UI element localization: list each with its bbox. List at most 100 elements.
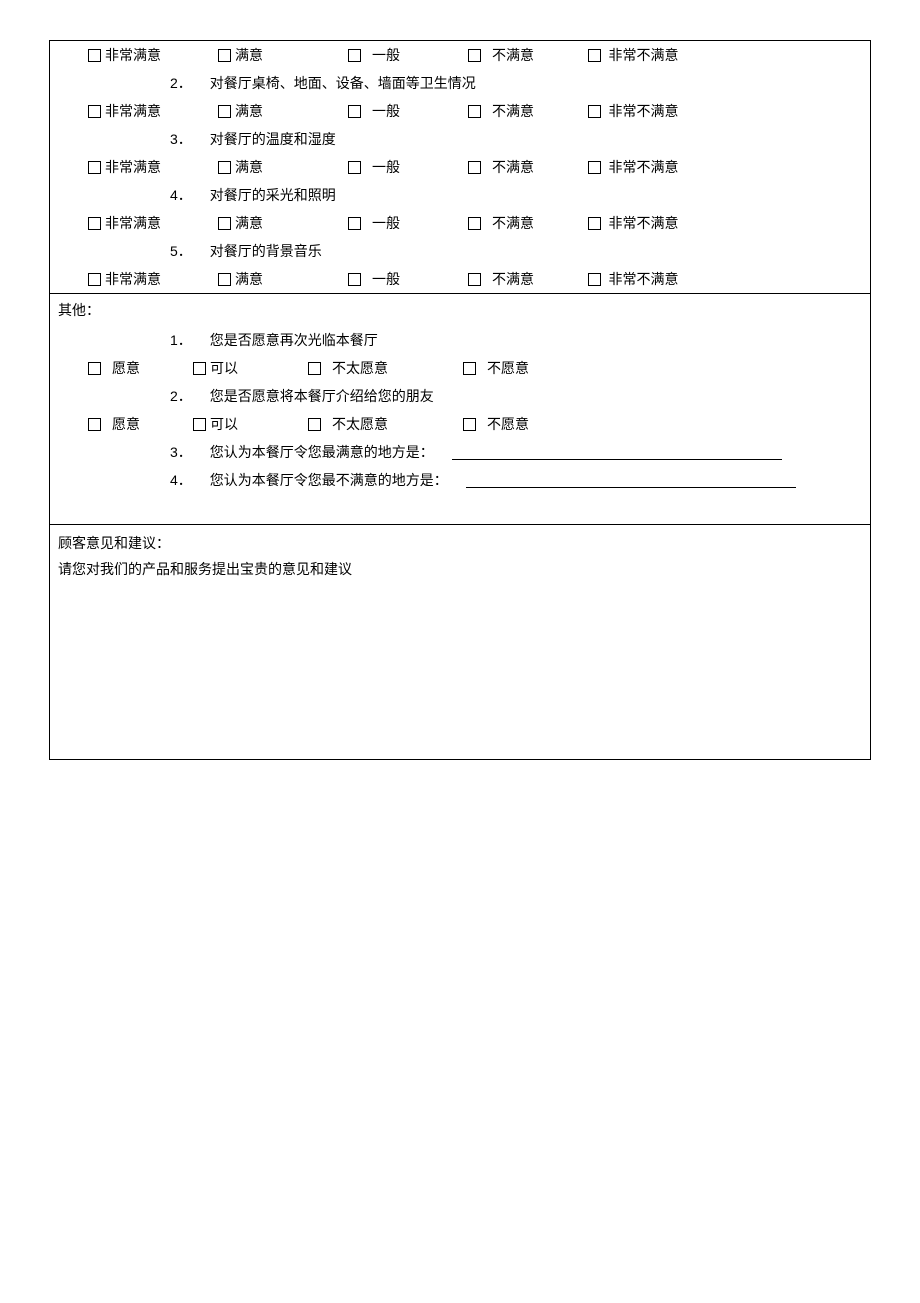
option-neutral[interactable]: 一般 <box>348 157 468 177</box>
option-label: 不愿意 <box>487 358 529 378</box>
checkbox-icon <box>218 49 231 62</box>
question-text: 对餐厅的采光和照明 <box>210 185 336 205</box>
option-label: 一般 <box>372 101 400 121</box>
question-env-4: 4． 对餐厅的采光和照明 <box>50 181 870 209</box>
checkbox-icon <box>588 161 601 174</box>
option-satisfied[interactable]: 满意 <box>218 213 348 233</box>
option-dissatisfied[interactable]: 不满意 <box>468 101 588 121</box>
option-not-willing[interactable]: 不愿意 <box>463 414 583 434</box>
option-very-satisfied[interactable]: 非常满意 <box>60 101 218 121</box>
checkbox-icon <box>88 105 101 118</box>
option-label: 一般 <box>372 157 400 177</box>
question-text: 您是否愿意将本餐厅介绍给您的朋友 <box>210 386 434 406</box>
option-label: 一般 <box>372 45 400 65</box>
option-label: 不愿意 <box>487 414 529 434</box>
option-ok[interactable]: 可以 <box>193 414 308 434</box>
rating-row-env-3: 非常满意 满意 一般 不满意 非常不满意 <box>50 153 870 181</box>
checkbox-icon <box>348 105 361 118</box>
option-very-satisfied[interactable]: 非常满意 <box>60 45 218 65</box>
rating-row-env-4: 非常满意 满意 一般 不满意 非常不满意 <box>50 209 870 237</box>
option-very-dissatisfied[interactable]: 非常不满意 <box>588 157 738 177</box>
option-label: 满意 <box>235 213 263 233</box>
checkbox-icon <box>88 161 101 174</box>
question-number: 5． <box>170 241 192 261</box>
question-text: 对餐厅的背景音乐 <box>210 241 322 261</box>
checkbox-icon <box>193 418 206 431</box>
question-number: 4． <box>170 470 192 490</box>
option-label: 满意 <box>235 157 263 177</box>
checkbox-icon <box>463 418 476 431</box>
checkbox-icon <box>468 273 481 286</box>
checkbox-icon <box>463 362 476 375</box>
option-not-very-willing[interactable]: 不太愿意 <box>308 414 463 434</box>
option-neutral[interactable]: 一般 <box>348 269 468 289</box>
option-dissatisfied[interactable]: 不满意 <box>468 213 588 233</box>
checkbox-icon <box>348 161 361 174</box>
option-label: 愿意 <box>112 358 140 378</box>
feedback-prompt: 请您对我们的产品和服务提出宝贵的意见和建议 <box>58 559 862 579</box>
option-label: 满意 <box>235 101 263 121</box>
question-number: 2． <box>170 386 192 406</box>
option-satisfied[interactable]: 满意 <box>218 45 348 65</box>
option-label: 可以 <box>210 358 238 378</box>
option-label: 愿意 <box>112 414 140 434</box>
option-label: 一般 <box>372 213 400 233</box>
checkbox-icon <box>348 49 361 62</box>
question-other-4: 4． 您认为本餐厅令您最不满意的地方是： <box>50 466 870 494</box>
option-label: 不满意 <box>492 45 534 65</box>
option-willing[interactable]: 愿意 <box>60 414 193 434</box>
checkbox-icon <box>588 105 601 118</box>
fill-in-blank-satisfied[interactable] <box>452 445 782 460</box>
question-other-1: 1． 您是否愿意再次光临本餐厅 <box>50 326 870 354</box>
rating-row-env-5: 非常满意 满意 一般 不满意 非常不满意 <box>50 265 870 293</box>
rating-row-env-1: 非常满意 满意 一般 不满意 非常不满意 <box>50 41 870 69</box>
question-number: 2． <box>170 73 192 93</box>
option-label: 非常满意 <box>105 269 161 289</box>
question-text: 对餐厅桌椅、地面、设备、墙面等卫生情况 <box>210 73 476 93</box>
option-neutral[interactable]: 一般 <box>348 101 468 121</box>
option-dissatisfied[interactable]: 不满意 <box>468 157 588 177</box>
option-not-willing[interactable]: 不愿意 <box>463 358 583 378</box>
option-satisfied[interactable]: 满意 <box>218 157 348 177</box>
option-label: 非常不满意 <box>609 213 679 233</box>
option-ok[interactable]: 可以 <box>193 358 308 378</box>
question-text: 您认为本餐厅令您最不满意的地方是： <box>210 470 448 490</box>
checkbox-icon <box>88 49 101 62</box>
option-neutral[interactable]: 一般 <box>348 213 468 233</box>
option-very-dissatisfied[interactable]: 非常不满意 <box>588 45 738 65</box>
option-label: 非常满意 <box>105 101 161 121</box>
option-very-dissatisfied[interactable]: 非常不满意 <box>588 101 738 121</box>
option-label: 非常不满意 <box>609 45 679 65</box>
option-label: 非常满意 <box>105 157 161 177</box>
checkbox-icon <box>308 362 321 375</box>
option-neutral[interactable]: 一般 <box>348 45 468 65</box>
option-very-dissatisfied[interactable]: 非常不满意 <box>588 213 738 233</box>
checkbox-icon <box>218 161 231 174</box>
option-very-satisfied[interactable]: 非常满意 <box>60 269 218 289</box>
question-number: 1． <box>170 330 192 350</box>
option-willing[interactable]: 愿意 <box>60 358 193 378</box>
option-very-satisfied[interactable]: 非常满意 <box>60 213 218 233</box>
option-very-dissatisfied[interactable]: 非常不满意 <box>588 269 738 289</box>
option-label: 满意 <box>235 269 263 289</box>
option-satisfied[interactable]: 满意 <box>218 269 348 289</box>
option-label: 不满意 <box>492 269 534 289</box>
checkbox-icon <box>218 105 231 118</box>
checkbox-icon <box>468 217 481 230</box>
fill-in-blank-dissatisfied[interactable] <box>466 473 796 488</box>
option-satisfied[interactable]: 满意 <box>218 101 348 121</box>
checkbox-icon <box>88 362 101 375</box>
option-label: 不满意 <box>492 213 534 233</box>
option-label: 不满意 <box>492 157 534 177</box>
willing-row-2: 愿意 可以 不太愿意 不愿意 <box>50 410 870 438</box>
option-dissatisfied[interactable]: 不满意 <box>468 45 588 65</box>
option-label: 不满意 <box>492 101 534 121</box>
other-section-header: 其他： <box>50 294 870 326</box>
checkbox-icon <box>88 273 101 286</box>
option-dissatisfied[interactable]: 不满意 <box>468 269 588 289</box>
option-label: 非常不满意 <box>609 101 679 121</box>
checkbox-icon <box>588 49 601 62</box>
option-not-very-willing[interactable]: 不太愿意 <box>308 358 463 378</box>
question-env-5: 5． 对餐厅的背景音乐 <box>50 237 870 265</box>
option-very-satisfied[interactable]: 非常满意 <box>60 157 218 177</box>
